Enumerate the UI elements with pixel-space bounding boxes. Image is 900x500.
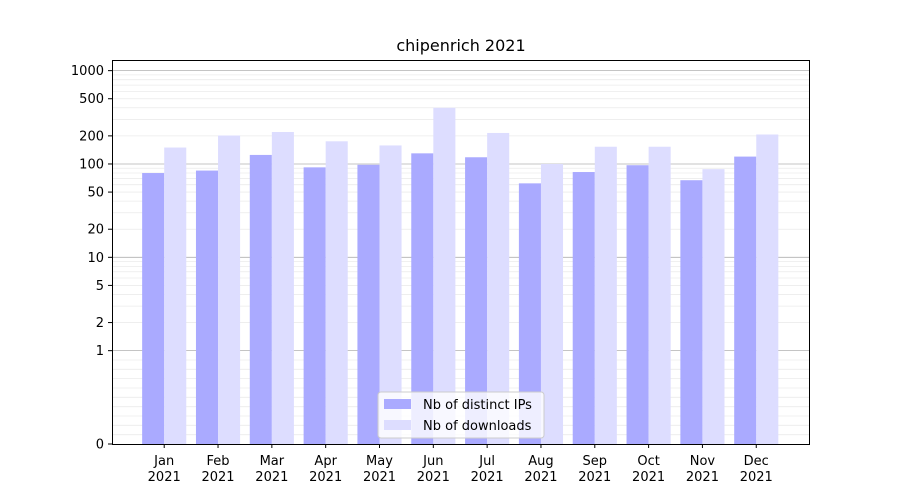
- bar-distinct-ips: [411, 153, 434, 444]
- bar-downloads: [702, 169, 725, 444]
- bar-downloads: [379, 145, 402, 444]
- x-tick-label: Jul 2021: [471, 454, 504, 485]
- legend: Nb of distinct IPs Nb of downloads: [377, 391, 545, 439]
- y-tick-label: 1000: [71, 64, 104, 79]
- legend-label: Nb of distinct IPs: [423, 398, 532, 413]
- legend-swatch: [384, 420, 411, 430]
- bar-distinct-ips: [303, 167, 326, 444]
- y-tick-label: 20: [87, 223, 104, 238]
- bar-downloads: [433, 107, 456, 444]
- legend-swatch: [384, 399, 411, 409]
- bar-downloads: [164, 147, 187, 444]
- y-tick-label: 500: [79, 92, 104, 107]
- y-tick-label: 10: [87, 251, 104, 266]
- bar-distinct-ips: [572, 172, 595, 444]
- bar-downloads: [756, 134, 779, 444]
- bar-distinct-ips: [626, 165, 649, 445]
- chart-title: chipenrich 2021: [396, 36, 525, 55]
- bar-distinct-ips: [195, 170, 219, 444]
- x-tick-label: Jun 2021: [417, 454, 450, 485]
- y-tick-label: 2: [96, 316, 104, 331]
- y-tick-label: 0: [96, 438, 104, 453]
- bars: [142, 107, 779, 445]
- x-tick-label: Apr 2021: [309, 454, 342, 485]
- bar-distinct-ips: [249, 154, 272, 444]
- bar-downloads: [540, 163, 564, 445]
- bar-distinct-ips: [680, 180, 703, 445]
- y-tick-label: 5: [96, 279, 104, 294]
- plot-frame: [112, 60, 810, 445]
- bar-distinct-ips: [734, 156, 757, 445]
- bar-downloads: [271, 132, 294, 444]
- y-tick-label: 1: [96, 344, 104, 359]
- y-tick-label: 50: [87, 186, 104, 201]
- x-tick-label: Sep 2021: [578, 454, 611, 485]
- x-axis: Jan 2021 Feb 2021 Mar 2021 Apr 2021 May 2021 Jun 20…: [148, 444, 773, 485]
- x-tick-label: Aug 2021: [524, 454, 557, 485]
- x-tick-label: Feb 2021: [201, 454, 234, 485]
- x-tick-label: Nov 2021: [686, 454, 719, 485]
- x-tick-label: May 2021: [363, 454, 396, 485]
- x-tick-label: Jan 2021: [148, 454, 181, 485]
- bar-distinct-ips: [142, 173, 165, 444]
- legend-box: [377, 391, 545, 439]
- x-tick-label: Dec 2021: [740, 454, 773, 485]
- bar-downloads: [487, 132, 510, 444]
- y-tick-label: 200: [79, 129, 104, 144]
- bar-downloads: [648, 146, 671, 444]
- bar-downloads: [325, 141, 348, 444]
- bar-downloads: [594, 146, 617, 444]
- y-tick-label: 100: [79, 157, 104, 172]
- bar-distinct-ips: [518, 183, 541, 444]
- x-tick-label: Oct 2021: [632, 454, 665, 485]
- bar-distinct-ips: [465, 157, 488, 444]
- bar-downloads: [218, 135, 241, 445]
- legend-label: Nb of downloads: [423, 419, 532, 434]
- x-tick-label: Mar 2021: [255, 454, 288, 485]
- bar-distinct-ips: [357, 164, 380, 445]
- y-axis: 0 1 2 5 10 20 50 100 200 500 1000: [71, 64, 112, 453]
